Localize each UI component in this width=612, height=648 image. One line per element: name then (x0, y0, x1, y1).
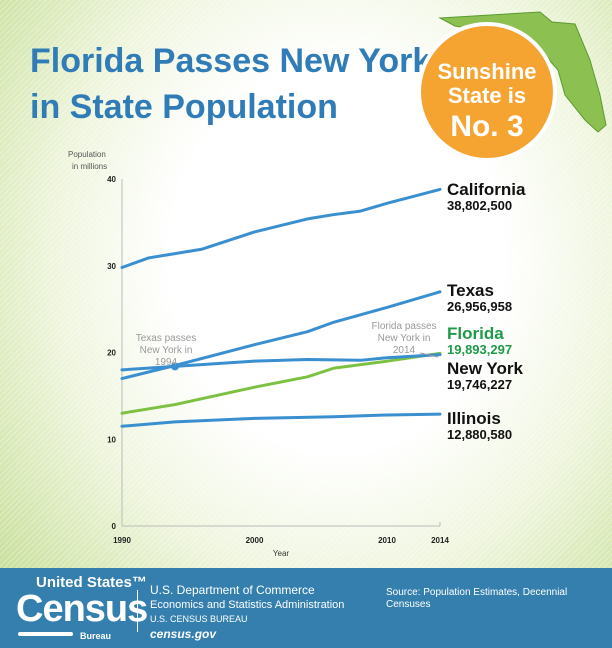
annotation-florida: Florida passes (371, 321, 436, 332)
series-line-florida (120, 351, 442, 415)
series-line-california (120, 187, 442, 269)
y-axis-label: in millions (72, 162, 107, 171)
dept-text: U.S. Department of Commerce (150, 583, 315, 597)
annotation-florida: New York in (378, 333, 431, 344)
series-value: 38,802,500 (447, 198, 513, 213)
census-gov-link[interactable]: census.gov (150, 627, 217, 641)
series-label: California 38,802,500 (447, 181, 525, 213)
annotation-leader (419, 352, 439, 358)
logo-bar (18, 632, 73, 636)
title-line-1: Florida Passes New York (30, 42, 432, 80)
series-name: California (447, 180, 526, 199)
annotation-texas: 1994 (155, 357, 178, 368)
series-label: Florida 19,893,297 (447, 325, 512, 357)
bureau-text: U.S. CENSUS BUREAU (150, 614, 248, 624)
y-tick-label: 0 (112, 522, 117, 531)
annotation-texas: New York in (140, 345, 193, 356)
x-tick-label: 2014 (431, 536, 449, 545)
series-value: 26,956,958 (447, 299, 513, 314)
y-axis-label: Population (68, 150, 106, 159)
series-value: 12,880,580 (447, 427, 513, 442)
series-value: 19,893,297 (447, 342, 513, 357)
series-line-illinois (120, 412, 442, 428)
logo-top-text: United States™ (36, 574, 147, 591)
series-label: Texas 26,956,958 (447, 282, 512, 314)
badge-line-1: Sunshine (437, 59, 537, 84)
badge-line-3: No. 3 (450, 110, 524, 143)
y-tick-label: 20 (107, 349, 116, 358)
x-tick-label: 2000 (246, 536, 264, 545)
series-name: New York (447, 359, 523, 378)
series-label: New York 19,746,227 (447, 360, 523, 392)
x-axis-label: Year (273, 549, 290, 558)
source-text: Source: Population Estimates, Decennial … (386, 587, 568, 610)
x-tick-label: 1990 (113, 536, 131, 545)
line-chart: Population in millions Year 0 10 20 30 40 1990 20… (68, 150, 449, 558)
title-line-2: in State Population (30, 88, 338, 126)
y-tick-label: 40 (107, 175, 116, 184)
series-name: Illinois (447, 409, 501, 428)
x-tick-label: 2010 (378, 536, 396, 545)
series-value: 19,746,227 (447, 377, 513, 392)
series-name: Texas (447, 281, 494, 300)
divider (137, 590, 138, 632)
footer: United States™ Census Bureau U.S. Depart… (0, 568, 612, 648)
series-name: Florida (447, 324, 504, 343)
census-logo[interactable]: Census (16, 588, 148, 630)
annotation-texas: Texas passes (136, 333, 197, 344)
page-title: Florida Passes New York in State Populati… (30, 38, 431, 130)
y-tick-label: 30 (107, 262, 116, 271)
y-tick-label: 10 (107, 435, 116, 444)
series-label: Illinois 12,880,580 (447, 410, 512, 442)
logo-bottom-text: Bureau (80, 631, 112, 641)
annotation-florida: 2014 (393, 345, 416, 356)
sunshine-state-badge: Sunshine State is No. 3 (417, 22, 557, 162)
admin-text: Economics and Statistics Administration (150, 599, 345, 611)
badge-line-2: State is (447, 83, 527, 108)
crossing-point-marker (171, 362, 179, 371)
